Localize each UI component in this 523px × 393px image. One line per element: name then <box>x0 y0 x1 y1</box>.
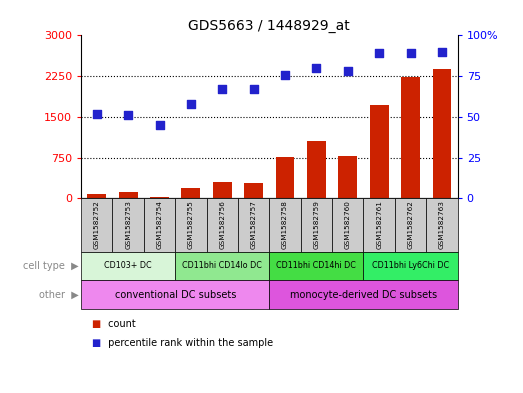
Text: GSM1582752: GSM1582752 <box>94 200 100 250</box>
Bar <box>244 183 263 198</box>
Bar <box>338 156 357 198</box>
Text: CD11bhi CD14lo DC: CD11bhi CD14lo DC <box>183 261 262 270</box>
Bar <box>150 197 169 198</box>
Text: GSM1582758: GSM1582758 <box>282 200 288 250</box>
Text: GSM1582761: GSM1582761 <box>376 200 382 250</box>
Point <box>218 86 226 92</box>
Text: GSM1582753: GSM1582753 <box>125 200 131 250</box>
Text: ■: ■ <box>92 319 101 329</box>
Point <box>155 122 164 128</box>
Text: cell type  ▶: cell type ▶ <box>23 261 78 271</box>
Text: GSM1582762: GSM1582762 <box>407 200 414 250</box>
Text: conventional DC subsets: conventional DC subsets <box>115 290 236 299</box>
Text: GSM1582759: GSM1582759 <box>313 200 320 250</box>
Text: monocyte-derived DC subsets: monocyte-derived DC subsets <box>290 290 437 299</box>
Text: GSM1582763: GSM1582763 <box>439 200 445 250</box>
Bar <box>87 195 106 198</box>
Text: CD11bhi Ly6Chi DC: CD11bhi Ly6Chi DC <box>372 261 449 270</box>
Bar <box>401 77 420 198</box>
Bar <box>433 69 451 198</box>
Title: GDS5663 / 1448929_at: GDS5663 / 1448929_at <box>188 19 350 33</box>
Point <box>124 112 132 118</box>
Text: percentile rank within the sample: percentile rank within the sample <box>105 338 272 347</box>
Point <box>438 48 446 55</box>
Point <box>344 68 352 74</box>
Text: ■: ■ <box>92 338 101 347</box>
Text: GSM1582757: GSM1582757 <box>251 200 257 250</box>
Text: GSM1582756: GSM1582756 <box>219 200 225 250</box>
Bar <box>307 141 326 198</box>
Point <box>406 50 415 57</box>
Point <box>312 65 321 71</box>
Point <box>187 101 195 107</box>
Text: other  ▶: other ▶ <box>39 290 78 299</box>
Text: GSM1582755: GSM1582755 <box>188 200 194 250</box>
Point <box>375 50 383 57</box>
Bar <box>276 157 294 198</box>
Point <box>93 110 101 117</box>
Bar <box>119 193 138 198</box>
Text: GSM1582754: GSM1582754 <box>156 200 163 250</box>
Bar <box>370 105 389 198</box>
Bar <box>181 187 200 198</box>
Bar <box>213 182 232 198</box>
Text: CD103+ DC: CD103+ DC <box>104 261 152 270</box>
Text: count: count <box>105 319 135 329</box>
Point <box>281 72 289 78</box>
Text: CD11bhi CD14hi DC: CD11bhi CD14hi DC <box>277 261 356 270</box>
Point <box>249 86 258 92</box>
Text: GSM1582760: GSM1582760 <box>345 200 351 250</box>
